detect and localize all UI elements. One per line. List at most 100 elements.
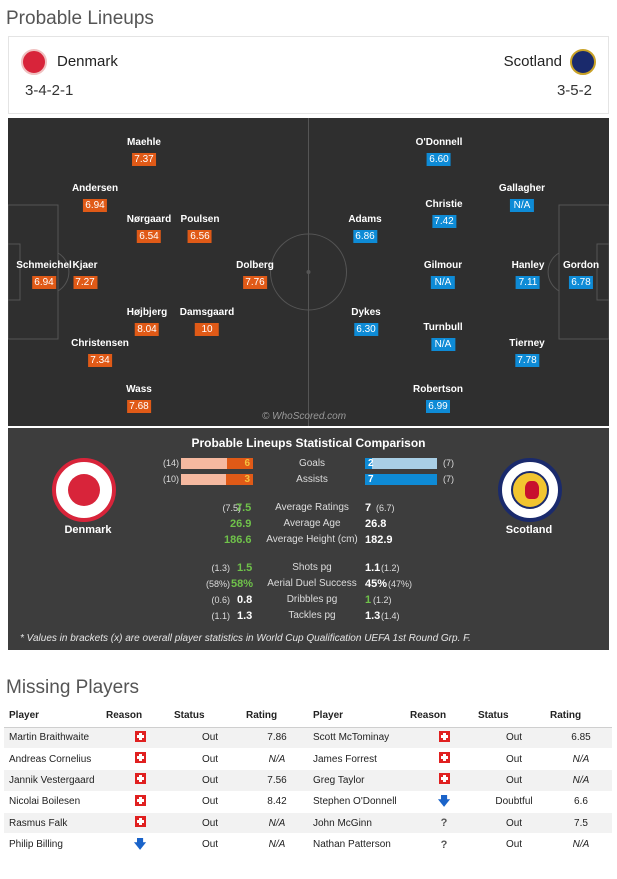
away-team-name[interactable]: Scotland — [503, 53, 562, 70]
missing-player-name[interactable]: Nathan Patterson — [308, 833, 410, 856]
away-player[interactable]: Turnbull N/A — [423, 322, 463, 351]
question-icon[interactable]: ? — [440, 838, 448, 851]
missing-status: Out — [478, 727, 550, 749]
home-player[interactable]: Nørgaard 6.54 — [126, 214, 172, 243]
scotland-crest-icon — [498, 458, 562, 522]
away-formation: 3-5-2 — [556, 82, 592, 99]
home-player[interactable]: Højbjerg 8.04 — [126, 307, 168, 336]
table-row: Nicolai Boilesen Out 8.42 Stephen O'Donnell… — [4, 791, 612, 814]
missing-player-name[interactable]: Nicolai Boilesen — [4, 791, 106, 814]
away-player[interactable]: O'Donnell 6.60 — [415, 137, 463, 166]
missing-player-name[interactable]: John McGinn — [308, 812, 410, 835]
missing-reason — [106, 812, 174, 835]
injury-icon[interactable] — [438, 730, 450, 742]
goals-away-bracket: (7) — [443, 458, 454, 468]
missing-rating: N/A — [550, 769, 612, 792]
col-header-status: Status — [174, 705, 246, 728]
injury-icon[interactable] — [438, 773, 450, 785]
home-player[interactable]: Dolberg 7.76 — [236, 260, 274, 289]
missing-reason: 🡇 — [106, 833, 174, 856]
stat-row-average-height: 186.6 Average Height (cm) 182.9 — [224, 534, 393, 546]
assists-label: Assists — [296, 474, 328, 485]
col-header-status: Status — [478, 705, 550, 728]
stat-row-average-age: 26.9 Average Age 26.8 — [230, 518, 387, 530]
missing-player-name[interactable]: Andreas Cornelius — [4, 748, 106, 771]
missing-reason — [106, 748, 174, 771]
away-player[interactable]: Robertson 6.99 — [413, 384, 463, 413]
goals-home-bracket: (14) — [163, 458, 180, 468]
missing-status: Doubtful — [478, 791, 550, 814]
goals-home-bar: 6 — [181, 457, 253, 470]
missing-status: Out — [478, 833, 550, 856]
stat-row-dribbles: (0.6) 0.8 Dribbles pg 1 (1.2) — [211, 594, 392, 606]
missing-player-name[interactable]: Scott McTominay — [308, 727, 410, 749]
home-player[interactable]: Schmeichel 6.94 — [16, 260, 72, 289]
missing-rating: N/A — [246, 833, 308, 856]
table-row: Martin Braithwaite Out 7.86 Scott McTominay… — [4, 727, 612, 749]
missing-rating: 7.86 — [246, 727, 308, 749]
missing-rating: 6.85 — [550, 727, 612, 749]
home-player[interactable]: Christensen 7.34 — [71, 338, 129, 367]
away-player[interactable]: Dykes 6.30 — [351, 307, 381, 336]
missing-player-name[interactable]: Jannik Vestergaard — [4, 769, 106, 792]
assists-home-bracket: (10) — [163, 474, 180, 484]
stat-row-aerial-duel-success: (58%) 58% Aerial Duel Success 45% (47%) — [205, 578, 413, 590]
arrow-down-icon[interactable]: 🡇 — [437, 793, 451, 808]
missing-reason — [410, 769, 478, 792]
injury-icon[interactable] — [134, 773, 146, 785]
missing-player-name[interactable]: James Forrest — [308, 748, 410, 771]
table-header-row: Player Reason Status Rating Player Reaso… — [4, 705, 612, 728]
away-player[interactable]: Gilmour N/A — [423, 260, 463, 289]
missing-rating: 7.5 — [550, 812, 612, 835]
missing-player-name[interactable]: Martin Braithwaite — [4, 727, 106, 749]
missing-player-name[interactable]: Greg Taylor — [308, 769, 410, 792]
missing-rating: N/A — [246, 812, 308, 835]
table-row: Jannik Vestergaard Out 7.56 Greg Taylor Out N… — [4, 769, 612, 792]
home-player[interactable]: Poulsen 6.56 — [180, 214, 220, 243]
col-header-player: Player — [4, 705, 106, 728]
missing-status: Out — [174, 833, 246, 856]
injury-icon[interactable] — [438, 752, 450, 764]
away-player[interactable]: Gallagher N/A — [498, 183, 546, 212]
missing-player-name[interactable]: Rasmus Falk — [4, 812, 106, 835]
away-player[interactable]: Gordon 6.78 — [562, 260, 600, 289]
question-icon[interactable]: ? — [440, 817, 448, 830]
home-player[interactable]: Andersen 6.94 — [71, 183, 119, 212]
injury-icon[interactable] — [134, 752, 146, 764]
missing-rating: N/A — [550, 833, 612, 856]
missing-reason: ? — [410, 812, 478, 835]
col-header-rating: Rating — [246, 705, 308, 728]
home-formation: 3-4-2-1 — [25, 82, 74, 99]
home-player[interactable]: Maehle 7.37 — [127, 137, 161, 166]
missing-player-name[interactable]: Philip Billing — [4, 833, 106, 856]
home-player[interactable]: Kjaer 7.27 — [72, 260, 98, 289]
home-player[interactable]: Damsgaard 10 — [179, 307, 235, 336]
away-player[interactable]: Adams 6.86 — [348, 214, 382, 243]
away-player[interactable]: Christie 7.42 — [425, 199, 463, 228]
missing-reason — [106, 769, 174, 792]
missing-reason: 🡇 — [410, 791, 478, 814]
away-player[interactable]: Tierney 7.78 — [509, 338, 545, 367]
pitch: Maehle 7.37 Andersen 6.94 Nørgaard 6.54 Pou… — [8, 118, 609, 426]
injury-icon[interactable] — [134, 730, 146, 742]
arrow-down-icon[interactable]: 🡇 — [133, 836, 147, 851]
injury-icon[interactable] — [134, 816, 146, 828]
stat-row-tackles: (1.1) 1.3 Tackles pg 1.3 (1.4) — [211, 610, 400, 622]
denmark-crest-icon[interactable] — [21, 49, 47, 75]
missing-reason: ? — [410, 833, 478, 856]
home-player[interactable]: Wass 7.68 — [126, 384, 152, 413]
stat-row-average-ratings: (7.5) 7.5 Average Ratings 7 (6.7) — [222, 502, 395, 514]
missing-rating: N/A — [246, 748, 308, 771]
missing-player-name[interactable]: Stephen O'Donnell — [308, 791, 410, 814]
scotland-crest-icon[interactable] — [570, 49, 596, 75]
assists-away-bracket: (7) — [443, 474, 454, 484]
missing-status: Out — [478, 812, 550, 835]
injury-icon[interactable] — [134, 794, 146, 806]
away-player[interactable]: Hanley 7.11 — [511, 260, 545, 289]
goals-label: Goals — [298, 458, 326, 469]
home-team-name[interactable]: Denmark — [57, 53, 118, 70]
missing-reason — [410, 748, 478, 771]
col-header-rating: Rating — [550, 705, 612, 728]
missing-rating: 8.42 — [246, 791, 308, 814]
team-header: Denmark 3-4-2-1 Scotland 3-5-2 — [8, 36, 609, 114]
